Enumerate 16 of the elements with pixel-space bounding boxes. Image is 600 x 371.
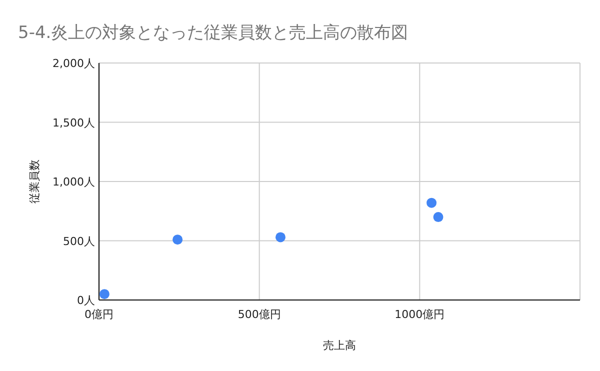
x-axis-title: 売上高	[323, 339, 356, 352]
y-tick-label: 500人	[63, 234, 95, 248]
x-tick-label: 500億円	[238, 308, 281, 321]
y-tick-label: 0人	[77, 294, 95, 307]
point	[99, 289, 110, 300]
y-tick-label: 1,500人	[52, 116, 95, 130]
point	[275, 232, 286, 242]
x-tick-label: 0億円	[84, 308, 114, 321]
point	[433, 212, 444, 222]
y-tick-label: 1,000人	[52, 176, 95, 188]
x-tick-label: 1000億円	[394, 308, 445, 321]
y-axis-title: 従業員数	[28, 160, 41, 204]
point	[426, 198, 437, 208]
title: 5-4.炎上の対象となった従業員数と売上高の散布図	[18, 23, 408, 43]
y-tick-label: 2,000人	[52, 57, 95, 70]
point	[172, 234, 183, 245]
